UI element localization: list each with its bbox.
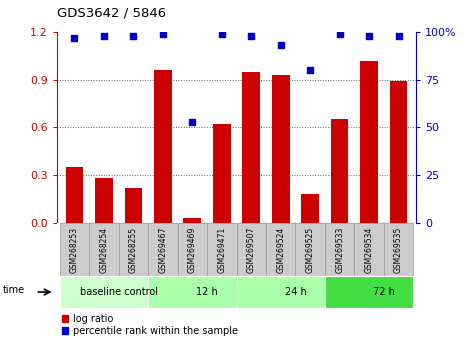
Bar	[177, 223, 207, 276]
Point	[159, 31, 166, 36]
Bar	[301, 194, 319, 223]
Bar	[266, 223, 296, 276]
Text: GSM269507: GSM269507	[247, 226, 256, 273]
Point	[307, 67, 314, 73]
Bar	[89, 223, 119, 276]
Bar	[242, 72, 260, 223]
Text: GSM268254: GSM268254	[99, 227, 108, 273]
Bar	[354, 223, 384, 276]
Bar	[148, 276, 236, 308]
Bar	[325, 276, 413, 308]
Point	[100, 33, 108, 39]
Point	[277, 42, 284, 48]
Text: time: time	[2, 285, 25, 295]
Point	[336, 31, 343, 36]
Text: GSM269467: GSM269467	[158, 226, 167, 273]
Point	[395, 33, 403, 39]
Text: GSM269535: GSM269535	[394, 226, 403, 273]
Text: baseline control: baseline control	[79, 287, 158, 297]
Text: GSM269471: GSM269471	[217, 227, 226, 273]
Bar	[124, 188, 142, 223]
Bar	[184, 218, 201, 223]
Bar	[390, 81, 407, 223]
Bar	[119, 223, 148, 276]
Point	[218, 31, 226, 36]
Text: 72 h: 72 h	[373, 287, 395, 297]
Point	[70, 35, 78, 40]
Text: 12 h: 12 h	[196, 287, 218, 297]
Bar	[66, 167, 83, 223]
Bar	[207, 223, 236, 276]
Text: GSM269534: GSM269534	[365, 226, 374, 273]
Bar	[325, 223, 354, 276]
Text: GDS3642 / 5846: GDS3642 / 5846	[57, 6, 166, 19]
Bar	[384, 223, 413, 276]
Bar	[148, 223, 177, 276]
Point	[247, 33, 255, 39]
Text: GSM268253: GSM268253	[70, 227, 79, 273]
Bar	[213, 124, 231, 223]
Bar	[60, 223, 89, 276]
Text: 24 h: 24 h	[285, 287, 307, 297]
Point	[189, 119, 196, 125]
Text: GSM269524: GSM269524	[276, 227, 285, 273]
Text: GSM269533: GSM269533	[335, 226, 344, 273]
Text: GSM269525: GSM269525	[306, 227, 315, 273]
Bar	[236, 223, 266, 276]
Bar	[95, 178, 113, 223]
Bar	[236, 276, 325, 308]
Bar	[272, 75, 289, 223]
Bar	[60, 276, 148, 308]
Legend: log ratio, percentile rank within the sample: log ratio, percentile rank within the sa…	[61, 314, 238, 336]
Point	[130, 33, 137, 39]
Bar	[331, 120, 349, 223]
Bar	[296, 223, 325, 276]
Point	[365, 33, 373, 39]
Bar	[154, 70, 172, 223]
Text: GSM268255: GSM268255	[129, 227, 138, 273]
Bar	[360, 61, 378, 223]
Text: GSM269469: GSM269469	[188, 226, 197, 273]
